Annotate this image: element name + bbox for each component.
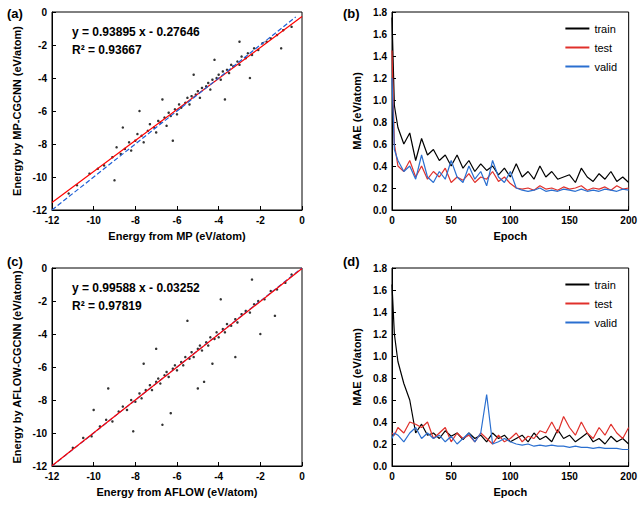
svg-text:200: 200 xyxy=(620,471,637,482)
svg-text:test: test xyxy=(594,42,612,54)
svg-text:100: 100 xyxy=(502,471,519,482)
svg-text:-4: -4 xyxy=(38,329,47,340)
svg-text:-4: -4 xyxy=(214,471,223,482)
svg-text:0.4: 0.4 xyxy=(373,417,387,428)
svg-text:1.6: 1.6 xyxy=(373,285,387,296)
svg-text:(a): (a) xyxy=(7,6,23,21)
svg-text:0.8: 0.8 xyxy=(373,373,387,384)
svg-text:-12: -12 xyxy=(32,460,47,472)
svg-text:test: test xyxy=(594,298,612,310)
svg-text:(c): (c) xyxy=(7,254,23,269)
svg-text:Epoch: Epoch xyxy=(494,230,528,242)
svg-text:0.6: 0.6 xyxy=(373,139,387,150)
svg-text:MAE (eV/atom): MAE (eV/atom) xyxy=(351,72,363,150)
svg-text:MAE (eV/atom): MAE (eV/atom) xyxy=(351,328,363,406)
svg-text:-10: -10 xyxy=(33,172,48,183)
svg-text:train: train xyxy=(594,279,615,291)
svg-text:-12: -12 xyxy=(45,471,60,482)
svg-text:1.6: 1.6 xyxy=(373,29,387,40)
svg-text:-6: -6 xyxy=(173,215,182,226)
svg-text:50: 50 xyxy=(446,471,458,482)
svg-text:1.2: 1.2 xyxy=(373,329,387,340)
svg-text:Energy from MP (eV/atom): Energy from MP (eV/atom) xyxy=(108,230,246,242)
svg-text:200: 200 xyxy=(620,215,637,226)
svg-text:100: 100 xyxy=(502,215,519,226)
svg-text:-10: -10 xyxy=(33,428,48,439)
svg-text:-2: -2 xyxy=(38,296,47,307)
svg-text:1.0: 1.0 xyxy=(373,95,387,106)
svg-text:-8: -8 xyxy=(38,139,47,150)
svg-text:Energy from AFLOW (eV/atom): Energy from AFLOW (eV/atom) xyxy=(97,486,258,498)
svg-text:-4: -4 xyxy=(38,73,47,84)
svg-text:1.8: 1.8 xyxy=(373,263,387,274)
svg-text:Epoch: Epoch xyxy=(494,486,528,498)
svg-text:0: 0 xyxy=(299,215,305,226)
svg-text:-8: -8 xyxy=(131,215,140,226)
svg-text:-2: -2 xyxy=(38,40,47,51)
svg-text:0.6: 0.6 xyxy=(373,395,387,406)
svg-text:(b): (b) xyxy=(343,6,360,21)
svg-text:-6: -6 xyxy=(38,362,47,373)
svg-text:-4: -4 xyxy=(214,215,223,226)
svg-text:y = 0.99588 x - 0.03252: y = 0.99588 x - 0.03252 xyxy=(72,281,200,295)
svg-text:-8: -8 xyxy=(131,471,140,482)
svg-text:-2: -2 xyxy=(256,215,265,226)
svg-text:y = 0.93895 x - 0.27646: y = 0.93895 x - 0.27646 xyxy=(72,25,200,39)
svg-text:0: 0 xyxy=(389,471,395,482)
svg-text:(d): (d) xyxy=(343,254,360,269)
svg-text:-6: -6 xyxy=(38,106,47,117)
svg-text:R² = 0.93667: R² = 0.93667 xyxy=(72,43,142,57)
svg-text:R² = 0.97819: R² = 0.97819 xyxy=(72,299,142,313)
svg-text:0: 0 xyxy=(299,471,305,482)
svg-text:valid: valid xyxy=(594,61,617,73)
svg-text:0.4: 0.4 xyxy=(373,161,387,172)
svg-text:1.0: 1.0 xyxy=(373,351,387,362)
svg-text:0.2: 0.2 xyxy=(373,439,387,450)
svg-text:0.8: 0.8 xyxy=(373,117,387,128)
svg-text:1.8: 1.8 xyxy=(373,7,387,18)
svg-text:1.2: 1.2 xyxy=(373,73,387,84)
svg-text:-12: -12 xyxy=(45,215,60,226)
svg-text:train: train xyxy=(594,23,615,35)
svg-text:-8: -8 xyxy=(38,395,47,406)
svg-text:50: 50 xyxy=(446,215,458,226)
svg-text:-12: -12 xyxy=(32,204,47,216)
svg-text:-10: -10 xyxy=(86,471,101,482)
svg-text:-2: -2 xyxy=(256,471,265,482)
svg-text:1.4: 1.4 xyxy=(373,51,387,62)
svg-text:Energy by MP-CGCNN (eV/atom): Energy by MP-CGCNN (eV/atom) xyxy=(11,26,23,196)
svg-text:0: 0 xyxy=(389,215,395,226)
svg-text:0.2: 0.2 xyxy=(373,183,387,194)
svg-text:0.0: 0.0 xyxy=(373,461,387,472)
svg-text:0: 0 xyxy=(41,7,47,18)
svg-text:-6: -6 xyxy=(173,471,182,482)
svg-text:Energy by AFLOW-CGCNN (eV/atom: Energy by AFLOW-CGCNN (eV/atom) xyxy=(11,270,23,463)
svg-text:150: 150 xyxy=(561,215,578,226)
svg-text:-10: -10 xyxy=(86,215,101,226)
svg-text:valid: valid xyxy=(594,317,617,329)
svg-text:1.4: 1.4 xyxy=(373,307,387,318)
svg-text:0.0: 0.0 xyxy=(373,205,387,216)
svg-text:150: 150 xyxy=(561,471,578,482)
svg-text:0: 0 xyxy=(41,263,47,274)
